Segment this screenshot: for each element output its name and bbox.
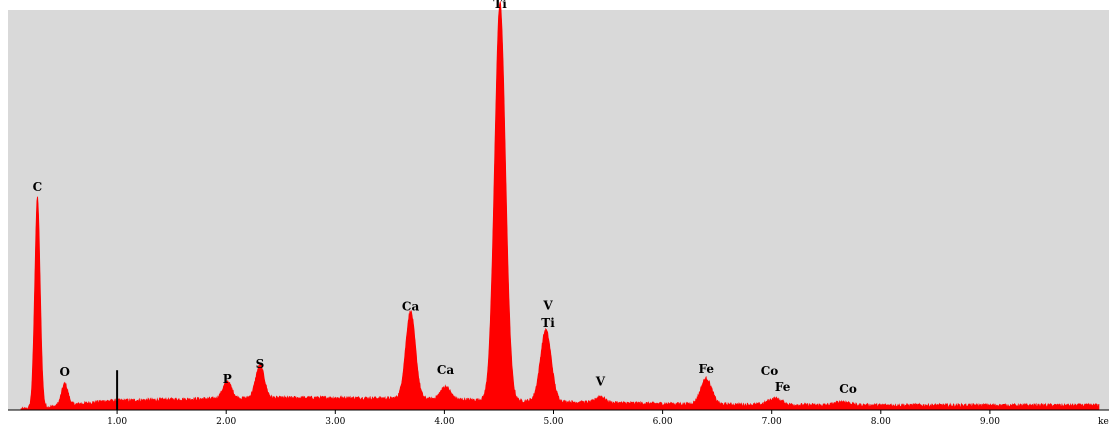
- peak-label-c: C: [33, 180, 43, 194]
- spectrum-peak-7: [528, 330, 564, 410]
- peak-label-co: Co: [839, 382, 857, 396]
- x-tick-label: 9.00: [980, 417, 1000, 427]
- peak-label-ca: Ca: [402, 300, 420, 314]
- spectrum-peak-8: [586, 396, 615, 410]
- peak-label-ti: Ti: [541, 316, 555, 330]
- peak-label-co: Co: [761, 364, 779, 378]
- peak-label-ca: Ca: [437, 363, 455, 377]
- spectrum-peak-0: [28, 197, 47, 410]
- labels-layer: C O P S Ca Ca Ti V Ti V Fe Co Fe Co: [33, 0, 857, 396]
- peak-label-v: V: [542, 298, 553, 312]
- spectrum-peak-6: [482, 3, 518, 411]
- spectrum-peak-1: [54, 384, 76, 410]
- peak-label-ti: Ti: [493, 0, 507, 11]
- peak-label-o: O: [60, 365, 70, 379]
- x-tick-label: 3.00: [325, 417, 345, 427]
- peaks-layer: [28, 3, 864, 411]
- x-tick-label: 5.00: [543, 417, 563, 427]
- x-tick-label: 2.00: [216, 417, 236, 427]
- spectrum-peak-3: [246, 365, 274, 410]
- ticks-layer: 1.00 2.00 3.00 4.00 5.00 6.00 7.00 8.00 9.00: [107, 410, 1000, 427]
- x-tick-label: 6.00: [653, 417, 673, 427]
- x-tick-label: 8.00: [871, 417, 891, 427]
- peak-label-fe: Fe: [775, 380, 791, 394]
- plot-background: [8, 10, 1109, 410]
- spectrum-peak-9: [688, 379, 724, 410]
- peak-label-s: S: [256, 357, 265, 371]
- spectrum-peak-2: [213, 382, 242, 410]
- x-tick-label: 4.00: [434, 417, 454, 427]
- x-tick-label: 7.00: [762, 417, 782, 427]
- x-unit-label: ke: [1098, 417, 1109, 427]
- x-tick-label: 1.00: [107, 417, 127, 427]
- peak-label-fe: Fe: [698, 362, 714, 376]
- spectrum-peak-10: [754, 399, 796, 410]
- spectrum-peak-11: [821, 402, 864, 410]
- spectrum-peak-5: [429, 387, 462, 410]
- peak-label-v: V: [595, 374, 606, 388]
- peak-label-p: P: [223, 372, 232, 386]
- spectrum-peak-4: [394, 311, 427, 410]
